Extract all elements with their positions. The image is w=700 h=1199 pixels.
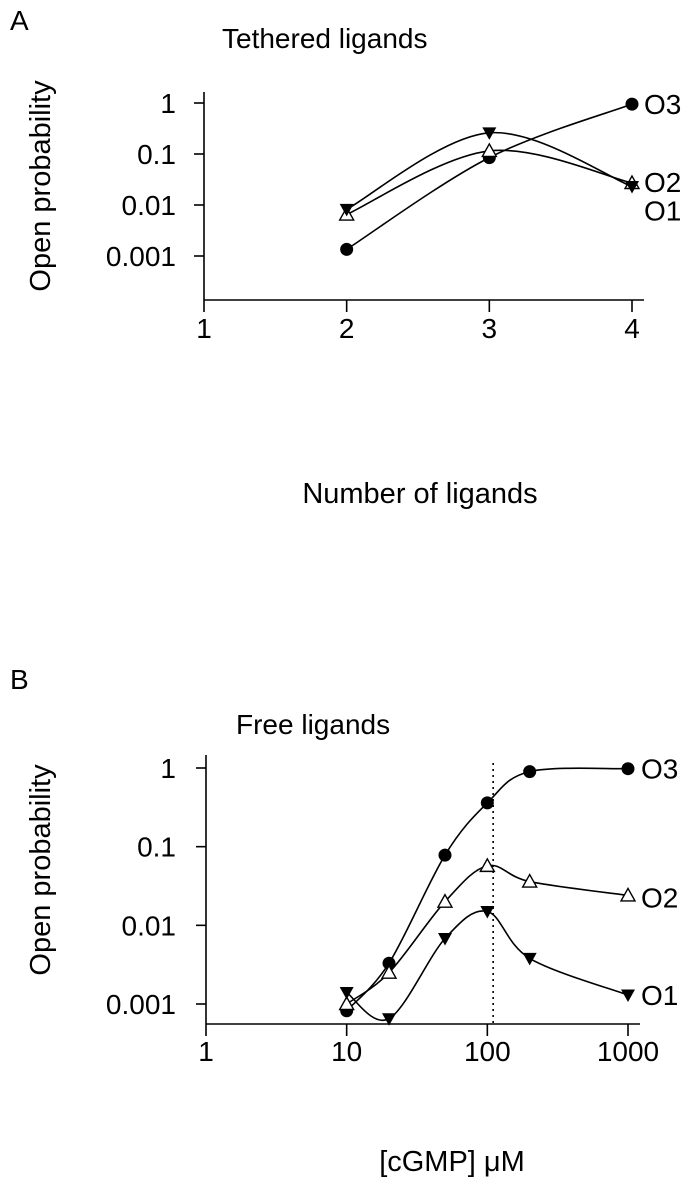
panel-b-o2-point-triangle-up — [521, 873, 538, 888]
panel-b-letter: B — [10, 664, 29, 695]
panel-a-markers — [338, 97, 641, 256]
panel-b-o1-point-triangle-down — [522, 952, 537, 966]
panel-b-series-labels: O3 O2 O1 — [641, 754, 678, 1011]
panel-b-o3-point-circle — [480, 796, 494, 810]
panel-b-o3-point-circle — [621, 762, 635, 776]
panel-a-y-tick-label: 0.01 — [122, 190, 177, 221]
panel-b-x-tick-label: 1 — [198, 1036, 214, 1067]
panel-b-o1-point-triangle-down — [621, 989, 635, 1003]
panel-b-x-tick-label: 10 — [331, 1036, 362, 1067]
panel-a-title: Tethered ligands — [222, 23, 427, 54]
panel-a-series-label-o2: O2 — [644, 167, 681, 198]
panel-a-o3-point-circle — [340, 242, 354, 256]
panel-a-x-tick-label: 4 — [624, 313, 640, 344]
panel-a-y-tick-label: 1 — [160, 88, 176, 119]
panel-b-o2-point-triangle-up — [436, 893, 454, 908]
panel-a-o2-point-triangle-up — [481, 142, 498, 158]
panel-b-o3-point-circle — [438, 848, 452, 862]
panel-a-o3-point-circle — [625, 97, 639, 111]
panel-a: A Tethered ligands Open probability Numb… — [10, 5, 681, 510]
panel-b-x-tick-label: 1000 — [597, 1036, 659, 1067]
panel-a-letter: A — [10, 5, 29, 36]
panel-a-o1-point-triangle-down — [625, 181, 639, 194]
panel-b: B Free ligands Open probability [cGMP] μ… — [10, 664, 678, 1178]
panel-a-o1-point-triangle-down — [482, 127, 497, 140]
panel-a-x-tick-label: 3 — [482, 313, 498, 344]
panel-b-o1-point-triangle-down — [339, 987, 354, 1000]
panel-b-y-axis-title: Open probability — [25, 764, 57, 976]
panel-b-series-o2-line — [346, 864, 629, 1005]
panel-a-x-tick-label: 2 — [339, 313, 355, 344]
panel-a-y-tick-label: 0.001 — [106, 241, 176, 272]
panel-b-title: Free ligands — [236, 709, 390, 740]
panel-b-series-label-o3: O3 — [641, 754, 678, 785]
panel-a-x-axis-title: Number of ligands — [302, 478, 537, 510]
panel-b-y-tick-label: 0.01 — [122, 910, 177, 941]
panel-b-axes: 1 10 100 1000 0.001 0.01 0.1 1 — [106, 753, 659, 1067]
panel-b-y-tick-label: 0.1 — [137, 832, 176, 863]
panel-b-o2-point-triangle-up — [619, 886, 637, 902]
panel-b-o1-point-triangle-down — [480, 905, 495, 919]
panel-b-series-label-o1: O1 — [641, 980, 678, 1011]
panel-b-o1-point-triangle-down — [437, 933, 452, 946]
panel-a-axes: 1 2 3 4 0.001 0.01 0.1 1 — [106, 88, 644, 344]
panel-a-series-label-o1: O1 — [644, 196, 681, 227]
panel-b-y-tick-label: 1 — [160, 753, 176, 784]
panel-a-o1-point-triangle-down — [339, 203, 354, 217]
panel-b-o3-point-circle — [523, 765, 537, 779]
panel-b-o1-point-triangle-down — [382, 1013, 397, 1026]
panel-b-o2-point-triangle-up — [380, 964, 398, 979]
panel-b-o2-point-triangle-up — [338, 995, 355, 1011]
panel-a-series-label-o3: O3 — [644, 89, 681, 120]
panel-b-o3-point-circle — [382, 956, 396, 970]
panel-b-markers — [338, 762, 637, 1026]
panel-a-y-tick-label: 0.1 — [137, 139, 176, 170]
panel-a-curves — [346, 103, 633, 251]
panel-b-x-axis-title: [cGMP] μM — [379, 1146, 525, 1178]
panel-a-x-tick-label: 1 — [196, 313, 212, 344]
panel-b-series-label-o2: O2 — [641, 882, 678, 913]
panel-b-y-tick-label: 0.001 — [106, 989, 176, 1020]
panel-a-y-axis-title: Open probability — [25, 80, 57, 292]
panel-a-series-o3-line — [346, 103, 633, 251]
panel-b-o2-point-triangle-up — [479, 857, 496, 873]
panel-b-x-tick-label: 100 — [464, 1036, 511, 1067]
